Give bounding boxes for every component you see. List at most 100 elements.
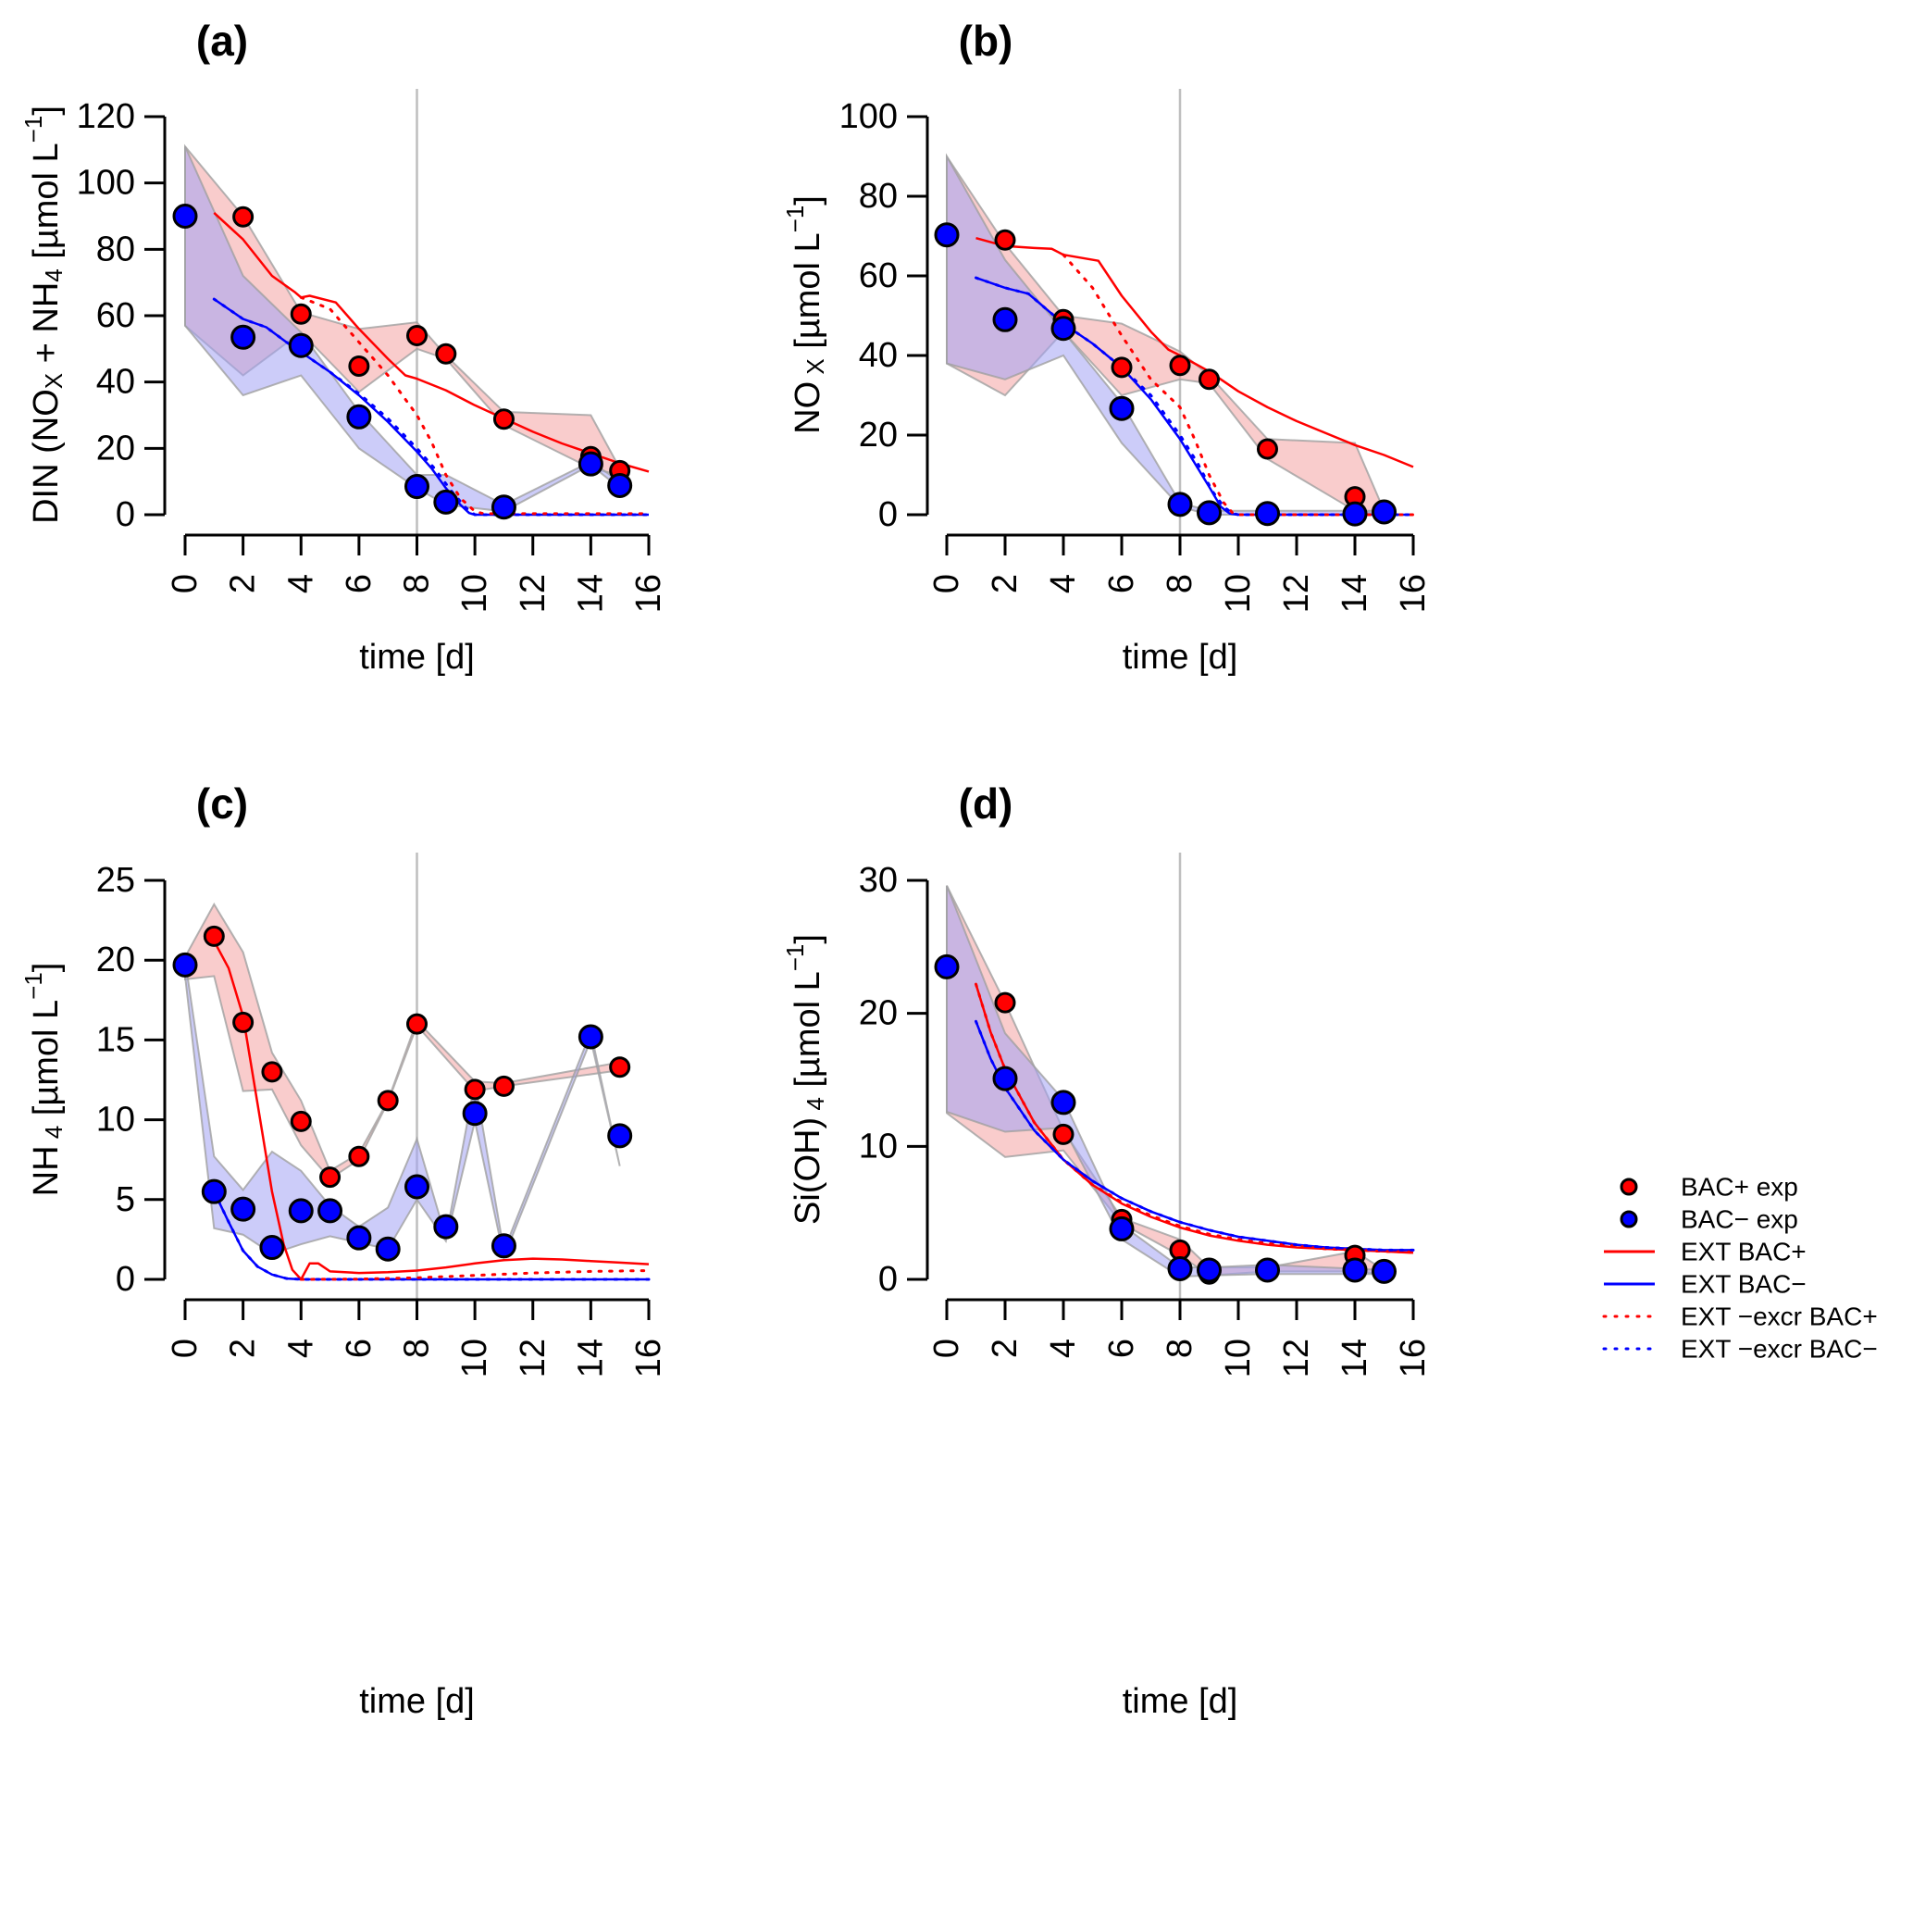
data-point-bac-minus — [172, 204, 198, 229]
legend-label: EXT −excr BAC+ — [1681, 1303, 1878, 1331]
x-tick-label: 0 — [927, 574, 966, 593]
legend-marker — [1620, 1178, 1638, 1196]
data-point-bac-minus — [346, 404, 372, 430]
data-point-bac-minus — [259, 1235, 285, 1261]
legend-item: BAC+ exp — [1620, 1173, 1798, 1202]
data-point-bac-minus — [607, 1123, 633, 1149]
data-point-bac-minus — [1050, 1090, 1076, 1116]
data-point-bac-minus — [578, 1024, 603, 1050]
x-tick-label: 0 — [166, 574, 205, 593]
y-tick-label: 10 — [96, 1101, 135, 1140]
data-point-bac-minus — [1255, 1257, 1280, 1283]
x-tick-label: 8 — [398, 574, 437, 593]
x-tick-label: 12 — [514, 574, 553, 613]
data-point-bac-plus — [319, 1166, 342, 1189]
data-point-bac-minus — [1109, 395, 1135, 421]
data-point-bac-plus — [203, 925, 225, 947]
x-tick-label: 2 — [986, 1339, 1025, 1358]
y-tick-label: 0 — [878, 1260, 898, 1299]
y-tick-label: 30 — [859, 861, 898, 900]
y-axis-title-part: ] — [27, 963, 66, 973]
x-tick-label: 14 — [1335, 574, 1374, 613]
x-tick-label: 8 — [1161, 1339, 1199, 1358]
x-tick-label: 6 — [340, 574, 379, 593]
x-tick-label: 6 — [1102, 1339, 1141, 1358]
x-tick-label: 4 — [281, 1339, 320, 1358]
x-tick-label: 12 — [1277, 574, 1316, 613]
legend-item: BAC− exp — [1620, 1205, 1798, 1234]
data-point-bac-plus — [994, 991, 1016, 1014]
y-axis-title-part: [µmol L — [789, 971, 827, 1097]
y-axis-title-part: ] — [789, 934, 827, 944]
data-point-bac-plus — [464, 1078, 486, 1101]
series-line-ext-excr-bac — [975, 1019, 1415, 1252]
data-point-bac-minus — [462, 1101, 488, 1127]
data-point-bac-minus — [1342, 1257, 1368, 1283]
legend: BAC+ exp BAC− exp EXT BAC+ EXT BAC− EXT −exc… — [1602, 1173, 1878, 1364]
data-point-bac-plus — [609, 1056, 631, 1078]
y-axis-title-part: [µmol L — [789, 232, 827, 358]
data-point-bac-plus — [348, 1145, 370, 1167]
x-tick-label: 8 — [398, 1339, 437, 1358]
data-point-bac-plus — [1111, 356, 1133, 379]
y-axis-title-part: 4 — [40, 1126, 68, 1146]
x-tick-label: 16 — [629, 574, 668, 613]
legend-marker — [1620, 1210, 1638, 1228]
y-axis-title-part: [µmol L — [27, 1000, 66, 1126]
series-line-ext-bac — [975, 276, 1413, 517]
data-point-bac-minus — [346, 1225, 372, 1251]
data-point-bac-plus — [1257, 438, 1278, 460]
data-point-bac-minus — [1372, 1258, 1397, 1284]
legend-label: BAC+ exp — [1681, 1173, 1798, 1202]
y-tick-label: 0 — [116, 495, 135, 534]
data-point-bac-minus — [1167, 492, 1193, 517]
y-tick-label: 60 — [859, 256, 898, 295]
y-axis-title: NO X [µmol L−1] — [781, 195, 829, 434]
data-point-bac-minus — [1342, 501, 1368, 527]
y-axis-title-part: [µmol L — [27, 143, 66, 268]
y-axis-title-part: −1 — [781, 206, 809, 233]
y-tick-label: 0 — [878, 495, 898, 534]
y-tick-label: 5 — [116, 1180, 135, 1219]
series-line-ext-excr-bac — [299, 1269, 651, 1281]
series-line-ext-bac — [213, 940, 650, 1281]
data-point-bac-plus — [406, 1013, 428, 1035]
x-tick-label: 0 — [166, 1339, 205, 1358]
series-line-ext-bac — [213, 298, 649, 517]
y-axis-title-part: Si(OH) — [789, 1117, 827, 1225]
data-point-bac-minus — [317, 1198, 343, 1224]
data-point-bac-plus — [406, 325, 428, 346]
x-tick-label: 10 — [455, 1339, 494, 1377]
y-tick-label: 120 — [77, 97, 135, 136]
series-line-ext-bac — [975, 236, 1414, 468]
x-tick-label: 4 — [1044, 1339, 1083, 1358]
y-axis-title: DIN (NOX + NH4 [µmol L−1] — [19, 106, 68, 524]
x-tick-label: 6 — [1102, 574, 1141, 593]
data-point-bac-minus — [1197, 1257, 1222, 1283]
data-point-bac-minus — [607, 472, 633, 498]
y-tick-label: 80 — [859, 177, 898, 216]
data-point-bac-minus — [404, 1174, 429, 1200]
y-axis-title-part: ] — [27, 106, 66, 116]
data-point-bac-minus — [1050, 316, 1076, 342]
y-tick-label: 10 — [859, 1127, 898, 1165]
y-axis-title-part: −1 — [781, 944, 809, 972]
data-point-bac-plus — [232, 206, 255, 228]
data-point-bac-plus — [492, 1075, 515, 1097]
data-point-bac-minus — [404, 474, 429, 500]
data-point-bac-minus — [491, 1233, 516, 1259]
data-point-bac-minus — [288, 1198, 314, 1224]
panel-label: (a) — [196, 17, 248, 65]
band-bac-minus — [184, 960, 621, 1261]
data-point-bac-minus — [172, 952, 198, 978]
x-tick-label: 12 — [1277, 1339, 1316, 1377]
x-tick-label: 12 — [514, 1339, 553, 1377]
y-tick-label: 20 — [859, 994, 898, 1033]
data-point-bac-plus — [290, 1110, 312, 1132]
x-tick-label: 0 — [927, 1339, 966, 1358]
x-tick-label: 16 — [1394, 574, 1433, 613]
panel-label: (c) — [196, 779, 248, 828]
x-tick-label: 10 — [1219, 574, 1258, 613]
